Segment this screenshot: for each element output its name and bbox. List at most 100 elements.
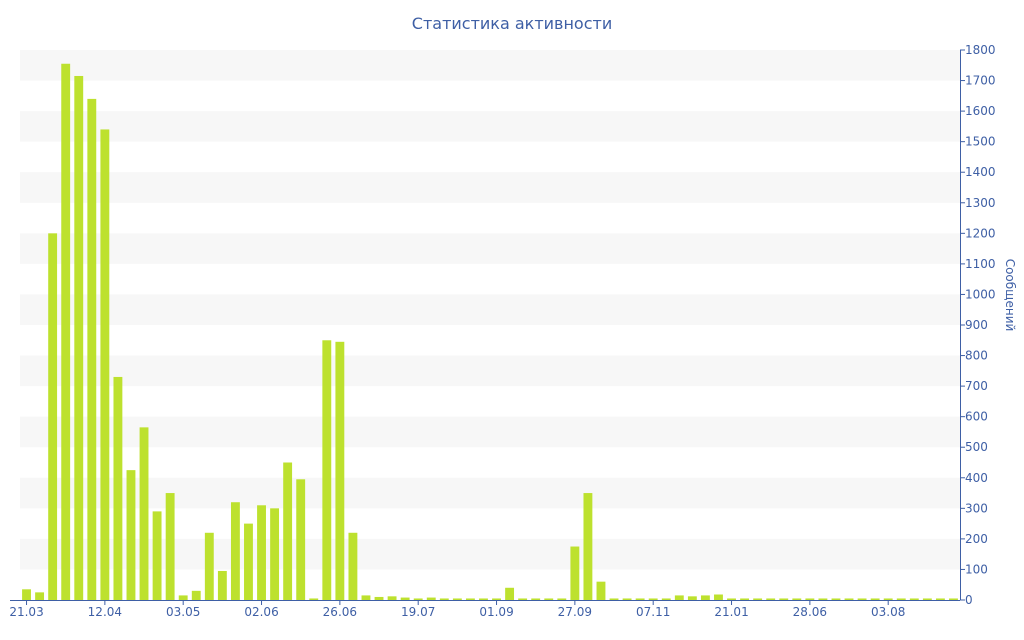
x-tick-label: 27.09 <box>558 605 592 619</box>
bar[interactable] <box>622 598 632 600</box>
bar[interactable] <box>596 581 606 600</box>
y-tick-label: 1700 <box>965 74 996 88</box>
bar[interactable] <box>270 508 280 600</box>
bar[interactable] <box>126 470 136 600</box>
bar[interactable] <box>609 598 619 600</box>
bar[interactable] <box>949 598 958 600</box>
bar[interactable] <box>400 597 410 600</box>
bar[interactable] <box>518 598 528 600</box>
bar[interactable] <box>22 589 31 600</box>
y-tick-label: 200 <box>965 532 988 546</box>
y-tick-label: 400 <box>965 471 988 485</box>
bar[interactable] <box>413 598 423 600</box>
y-tick-label: 500 <box>965 440 988 454</box>
bar[interactable] <box>700 595 710 600</box>
grid-bands <box>20 50 960 570</box>
bar[interactable] <box>870 598 880 600</box>
bar[interactable] <box>387 596 397 600</box>
y-axis-label: Сообщений <box>1003 259 1017 332</box>
x-tick-label: 03.05 <box>166 605 200 619</box>
bar[interactable] <box>296 479 306 600</box>
bar[interactable] <box>635 598 645 600</box>
grid-band <box>20 50 960 81</box>
bar[interactable] <box>48 233 58 601</box>
y-tick-label: 1100 <box>965 257 996 271</box>
bar[interactable] <box>426 597 436 600</box>
bar[interactable] <box>374 596 384 600</box>
bar[interactable] <box>335 341 345 600</box>
y-tick-label: 0 <box>965 593 973 607</box>
x-tick-label: 21.01 <box>714 605 748 619</box>
bar[interactable] <box>909 598 919 600</box>
bar[interactable] <box>257 505 266 600</box>
bar[interactable] <box>439 598 449 600</box>
bar[interactable] <box>831 598 841 600</box>
x-tick-label: 19.07 <box>401 605 435 619</box>
bar[interactable] <box>217 570 227 600</box>
grid-band <box>20 172 960 203</box>
bar[interactable] <box>531 598 541 600</box>
bar[interactable] <box>152 511 162 600</box>
bar[interactable] <box>100 129 110 600</box>
bar[interactable] <box>792 598 802 600</box>
bar[interactable] <box>322 340 332 600</box>
bar[interactable] <box>191 590 201 600</box>
bar[interactable] <box>178 595 188 600</box>
bar[interactable] <box>857 598 867 600</box>
bar[interactable] <box>204 532 214 600</box>
bar[interactable] <box>818 598 828 600</box>
bar[interactable] <box>492 598 501 600</box>
bar[interactable] <box>544 598 554 600</box>
bar[interactable] <box>557 598 567 600</box>
bar[interactable] <box>687 596 697 600</box>
x-tick-label: 21.03 <box>9 605 43 619</box>
y-tick-label: 700 <box>965 379 988 393</box>
grid-band <box>20 416 960 448</box>
bar[interactable] <box>766 598 776 600</box>
bar[interactable] <box>309 598 319 600</box>
x-tick-label: 02.06 <box>244 605 278 619</box>
bar[interactable] <box>922 598 932 600</box>
bar[interactable] <box>139 427 149 600</box>
grid-band <box>20 233 960 264</box>
bar[interactable] <box>452 598 462 600</box>
bar[interactable] <box>348 532 358 600</box>
bar[interactable] <box>844 598 854 600</box>
bar[interactable] <box>674 595 684 600</box>
bar[interactable] <box>165 493 175 600</box>
grid-band <box>20 294 960 325</box>
bar[interactable] <box>896 598 906 600</box>
bar[interactable] <box>935 598 945 600</box>
x-tick-label: 28.06 <box>793 605 827 619</box>
bar[interactable] <box>740 598 750 600</box>
bar[interactable] <box>727 598 736 600</box>
bar[interactable] <box>465 598 475 600</box>
bar[interactable] <box>113 376 123 600</box>
x-tick-label: 03.08 <box>871 605 905 619</box>
bar[interactable] <box>779 598 789 600</box>
grid-band <box>20 538 960 570</box>
bar[interactable] <box>74 75 84 600</box>
bar[interactable] <box>805 598 815 600</box>
bar[interactable] <box>87 98 97 600</box>
bar[interactable] <box>230 502 240 600</box>
bar[interactable] <box>35 592 45 600</box>
bar[interactable] <box>570 546 580 600</box>
bar[interactable] <box>61 63 71 600</box>
bar[interactable] <box>714 594 723 601</box>
bar[interactable] <box>479 598 488 600</box>
bar[interactable] <box>505 587 515 600</box>
chart-title: Статистика активности <box>411 14 613 33</box>
bar[interactable] <box>883 598 893 600</box>
bar[interactable] <box>648 598 658 600</box>
y-tick-label: 1500 <box>965 135 996 149</box>
bar[interactable] <box>283 462 293 601</box>
y-tick-label: 600 <box>965 410 988 424</box>
bar[interactable] <box>244 523 253 600</box>
bar[interactable] <box>661 598 671 600</box>
y-tick-label: 1000 <box>965 287 996 301</box>
bar[interactable] <box>753 598 763 600</box>
bar[interactable] <box>361 595 371 600</box>
bar[interactable] <box>583 493 593 600</box>
